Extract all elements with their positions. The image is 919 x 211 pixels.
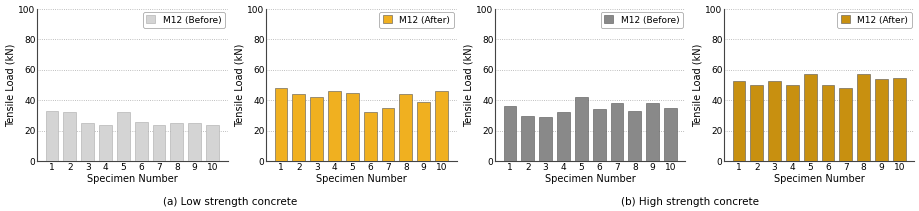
Bar — [838, 88, 851, 161]
Y-axis label: Tensile Load (kN): Tensile Load (kN) — [692, 43, 702, 127]
Bar — [435, 91, 448, 161]
Y-axis label: Tensile Load (kN): Tensile Load (kN) — [6, 43, 16, 127]
Bar — [274, 88, 287, 161]
Bar — [785, 85, 798, 161]
Legend: M12 (Before): M12 (Before) — [600, 12, 682, 28]
Bar — [574, 97, 587, 161]
Bar — [645, 103, 658, 161]
Bar — [81, 123, 94, 161]
Bar — [134, 122, 147, 161]
Bar — [363, 112, 376, 161]
Text: (b) High strength concrete: (b) High strength concrete — [620, 197, 758, 207]
Bar — [750, 85, 763, 161]
Y-axis label: Tensile Load (kN): Tensile Load (kN) — [234, 43, 244, 127]
Bar — [857, 74, 869, 161]
Bar — [346, 93, 358, 161]
X-axis label: Specimen Number: Specimen Number — [86, 174, 177, 184]
Bar — [592, 110, 605, 161]
Bar — [821, 85, 834, 161]
Bar — [416, 102, 429, 161]
Text: (a) Low strength concrete: (a) Low strength concrete — [163, 197, 297, 207]
Bar — [188, 123, 201, 161]
Legend: M12 (Before): M12 (Before) — [142, 12, 224, 28]
Bar — [328, 91, 341, 161]
Bar — [117, 112, 130, 161]
Y-axis label: Tensile Load (kN): Tensile Load (kN) — [463, 43, 473, 127]
Bar — [628, 111, 641, 161]
X-axis label: Specimen Number: Specimen Number — [544, 174, 635, 184]
Bar — [46, 111, 59, 161]
Bar — [206, 125, 219, 161]
X-axis label: Specimen Number: Specimen Number — [315, 174, 406, 184]
Bar — [153, 125, 165, 161]
Bar — [892, 77, 905, 161]
Bar — [99, 125, 112, 161]
Bar — [292, 94, 305, 161]
Bar — [556, 112, 569, 161]
Legend: M12 (After): M12 (After) — [379, 12, 453, 28]
Bar — [732, 81, 744, 161]
Bar — [539, 117, 551, 161]
Bar — [803, 74, 816, 161]
Bar — [874, 79, 887, 161]
Bar — [503, 106, 516, 161]
X-axis label: Specimen Number: Specimen Number — [773, 174, 864, 184]
Bar — [767, 81, 780, 161]
Legend: M12 (After): M12 (After) — [836, 12, 911, 28]
Bar — [310, 97, 323, 161]
Bar — [610, 103, 623, 161]
Bar — [521, 116, 534, 161]
Bar — [399, 94, 412, 161]
Bar — [381, 108, 394, 161]
Bar — [63, 112, 76, 161]
Bar — [170, 123, 183, 161]
Bar — [664, 108, 676, 161]
